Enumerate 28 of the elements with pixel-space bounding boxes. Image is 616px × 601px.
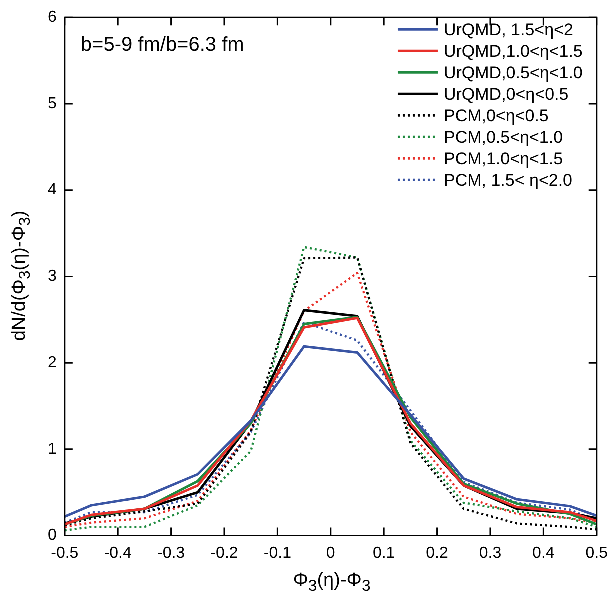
- x-axis-title: Φ$_{3}$(η)-Φ$_{3}$: [292, 570, 372, 596]
- x-tick-label: 0: [326, 544, 336, 562]
- y-tick-label: 2: [48, 354, 57, 372]
- x-tick-label: 0.5: [586, 544, 608, 562]
- legend-label: PCM,0.5<η<1.0: [444, 128, 564, 147]
- x-tick-label: -0.4: [104, 544, 132, 562]
- legend-label: PCM, 1.5< η<2.0: [444, 170, 573, 190]
- x-tick-label: 0.4: [532, 544, 555, 562]
- y-tick-label: 5: [48, 95, 57, 112]
- legend-label: PCM,1.0<η<1.5: [444, 149, 564, 168]
- y-tick-label: 1: [48, 440, 57, 458]
- legend-label: UrQMD,0.5<η<1.0: [444, 63, 583, 82]
- x-tick-label: -0.3: [158, 544, 186, 562]
- x-tick-label: 0.3: [479, 544, 502, 562]
- legend-label: UrQMD,0<η<0.5: [444, 84, 569, 104]
- x-tick-label: 0.1: [372, 544, 396, 562]
- y-tick-label: 3: [48, 268, 57, 286]
- y-tick-label: 6: [48, 9, 57, 26]
- legend-label: UrQMD, 1.5<η<2: [444, 20, 574, 40]
- legend-label: UrQMD,1.0<η<1.5: [444, 42, 583, 61]
- x-tick-label: -0.1: [264, 544, 292, 562]
- x-tick-label: -0.2: [210, 544, 238, 562]
- legend-label: PCM,0<η<0.5: [444, 106, 549, 126]
- x-tick-label: 0.2: [426, 544, 449, 562]
- annotation: b=5-9 fm/b=6.3 fm: [80, 34, 244, 56]
- y-tick-label: 0: [48, 527, 57, 544]
- y-tick-label: 4: [48, 182, 57, 199]
- x-tick-label: -0.5: [51, 544, 79, 562]
